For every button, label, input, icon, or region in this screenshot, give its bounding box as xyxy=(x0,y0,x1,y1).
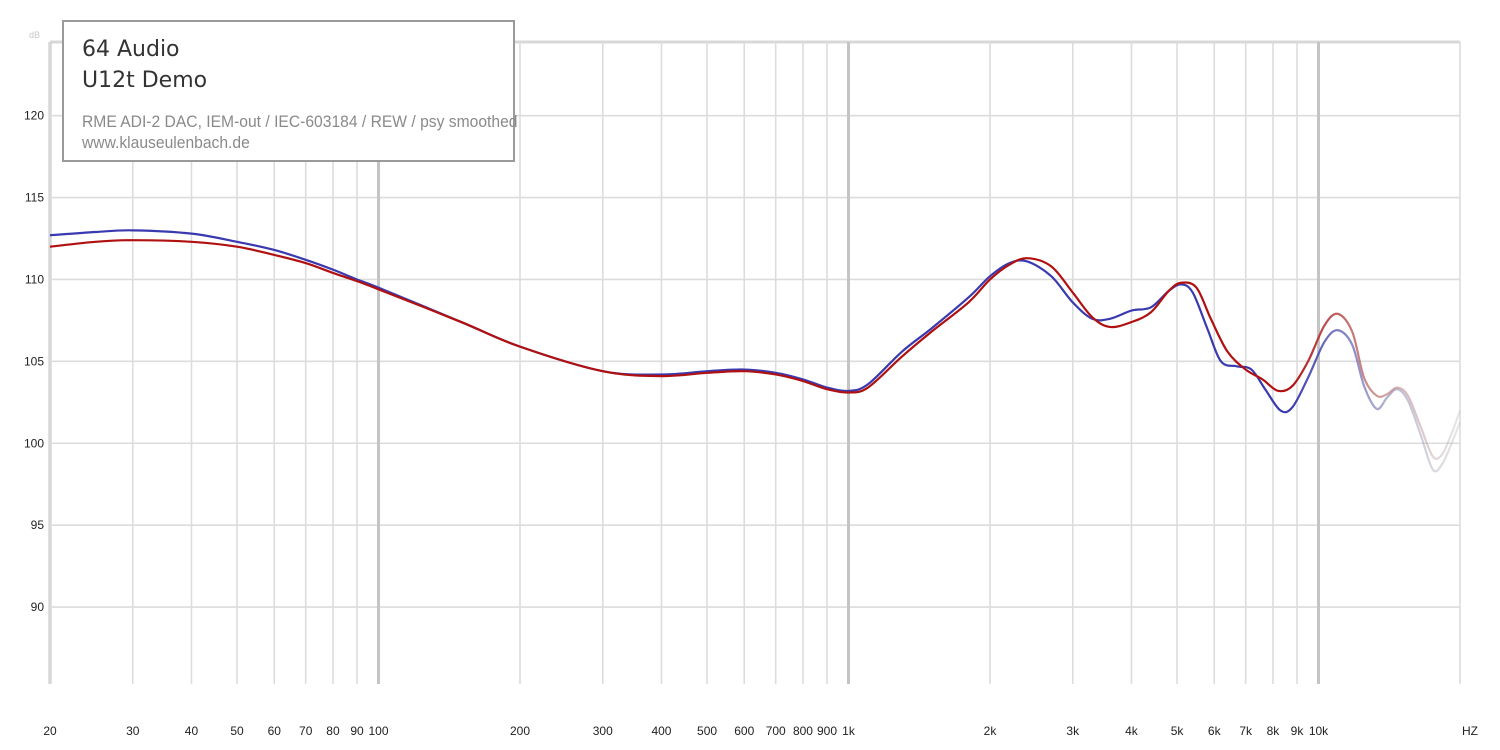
x-tick-label: 5k xyxy=(1171,724,1185,738)
x-tick-label: 100 xyxy=(369,724,389,738)
series-line-red xyxy=(49,239,1462,460)
y-tick-label: 120 xyxy=(24,109,44,123)
x-tick-label: 500 xyxy=(697,724,717,738)
x-tick-label: 800 xyxy=(793,724,813,738)
x-tick-label: 700 xyxy=(766,724,786,738)
y-tick-label: 95 xyxy=(31,518,45,532)
x-tick-label: 90 xyxy=(350,724,364,738)
x-tick-label: 2k xyxy=(984,724,998,738)
legend-measurement-info: RME ADI-2 DAC, IEM-out / IEC-603184 / RE… xyxy=(82,112,518,131)
x-tick-label: 4k xyxy=(1125,724,1139,738)
x-tick-label: 900 xyxy=(817,724,837,738)
series-line-blue xyxy=(49,229,1462,473)
legend-model: U12t Demo xyxy=(82,68,208,93)
x-tick-label: 200 xyxy=(510,724,530,738)
x-tick-label: 8k xyxy=(1267,724,1281,738)
legend-website: www.klauseulenbach.de xyxy=(82,133,250,152)
y-tick-label: 110 xyxy=(25,272,44,286)
y-tick-labels: 90 95 100 105 110 115 120 xyxy=(24,109,44,614)
x-tick-labels: 20 30 40 50 60 70 80 90 100 200 300 400 500 600 700 800… xyxy=(43,724,1329,738)
x-tick-label: 40 xyxy=(185,724,199,738)
x-tick-label: 30 xyxy=(126,724,140,738)
x-tick-label: 60 xyxy=(268,724,282,738)
y-tick-label: 100 xyxy=(24,436,44,450)
x-axis-unit-label: HZ xyxy=(1462,724,1478,738)
y-tick-label: 90 xyxy=(31,600,45,614)
y-axis-unit-label: dB xyxy=(29,30,40,40)
x-tick-label: 50 xyxy=(230,724,244,738)
x-tick-label: 6k xyxy=(1208,724,1222,738)
x-tick-label: 600 xyxy=(734,724,754,738)
x-tick-label: 1k xyxy=(842,724,856,738)
x-tick-label: 10k xyxy=(1309,724,1329,738)
x-tick-label: 300 xyxy=(593,724,613,738)
x-tick-label: 9k xyxy=(1291,724,1305,738)
legend-box: 64 Audio U12t Demo RME ADI-2 DAC, IEM-ou… xyxy=(62,20,518,162)
y-tick-label: 105 xyxy=(24,354,44,368)
series-layer xyxy=(49,229,1462,473)
x-tick-label: 20 xyxy=(43,724,57,738)
x-tick-label: 3k xyxy=(1066,724,1080,738)
x-tick-label: 400 xyxy=(651,724,671,738)
y-tick-label: 115 xyxy=(25,191,44,205)
x-tick-label: 70 xyxy=(299,724,313,738)
x-tick-label: 80 xyxy=(326,724,340,738)
x-tick-label: 7k xyxy=(1239,724,1253,738)
legend-brand: 64 Audio xyxy=(82,37,180,62)
